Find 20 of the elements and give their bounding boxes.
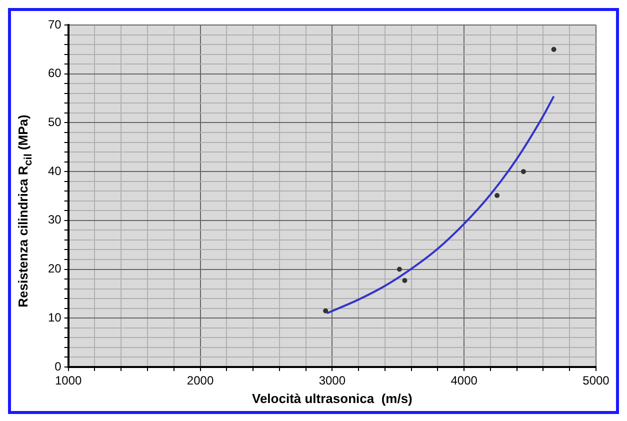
y-tick-label: 40 xyxy=(48,164,62,178)
point xyxy=(396,266,402,272)
y-tick-label: 20 xyxy=(48,262,62,276)
point xyxy=(402,278,408,284)
y-tick-label: 50 xyxy=(48,115,62,130)
point xyxy=(520,169,526,174)
x-axis-title: Velocità ultrasonica (m/s) xyxy=(252,390,412,406)
y-tick-label: 30 xyxy=(48,212,62,227)
y-tick-label: 60 xyxy=(48,66,62,80)
x-tick-label: 4000 xyxy=(450,374,478,388)
x-tick-label: 3000 xyxy=(318,374,346,388)
point xyxy=(494,193,500,198)
y-tick-label: 0 xyxy=(54,359,62,374)
point xyxy=(323,308,328,314)
y-tick-label: 10 xyxy=(48,310,62,324)
x-tick-label: 5000 xyxy=(582,374,610,388)
point xyxy=(551,46,556,52)
x-tick-label: 2000 xyxy=(186,374,214,388)
x-tick-label: 1000 xyxy=(54,374,82,388)
y-tick-label: 70 xyxy=(48,17,62,32)
